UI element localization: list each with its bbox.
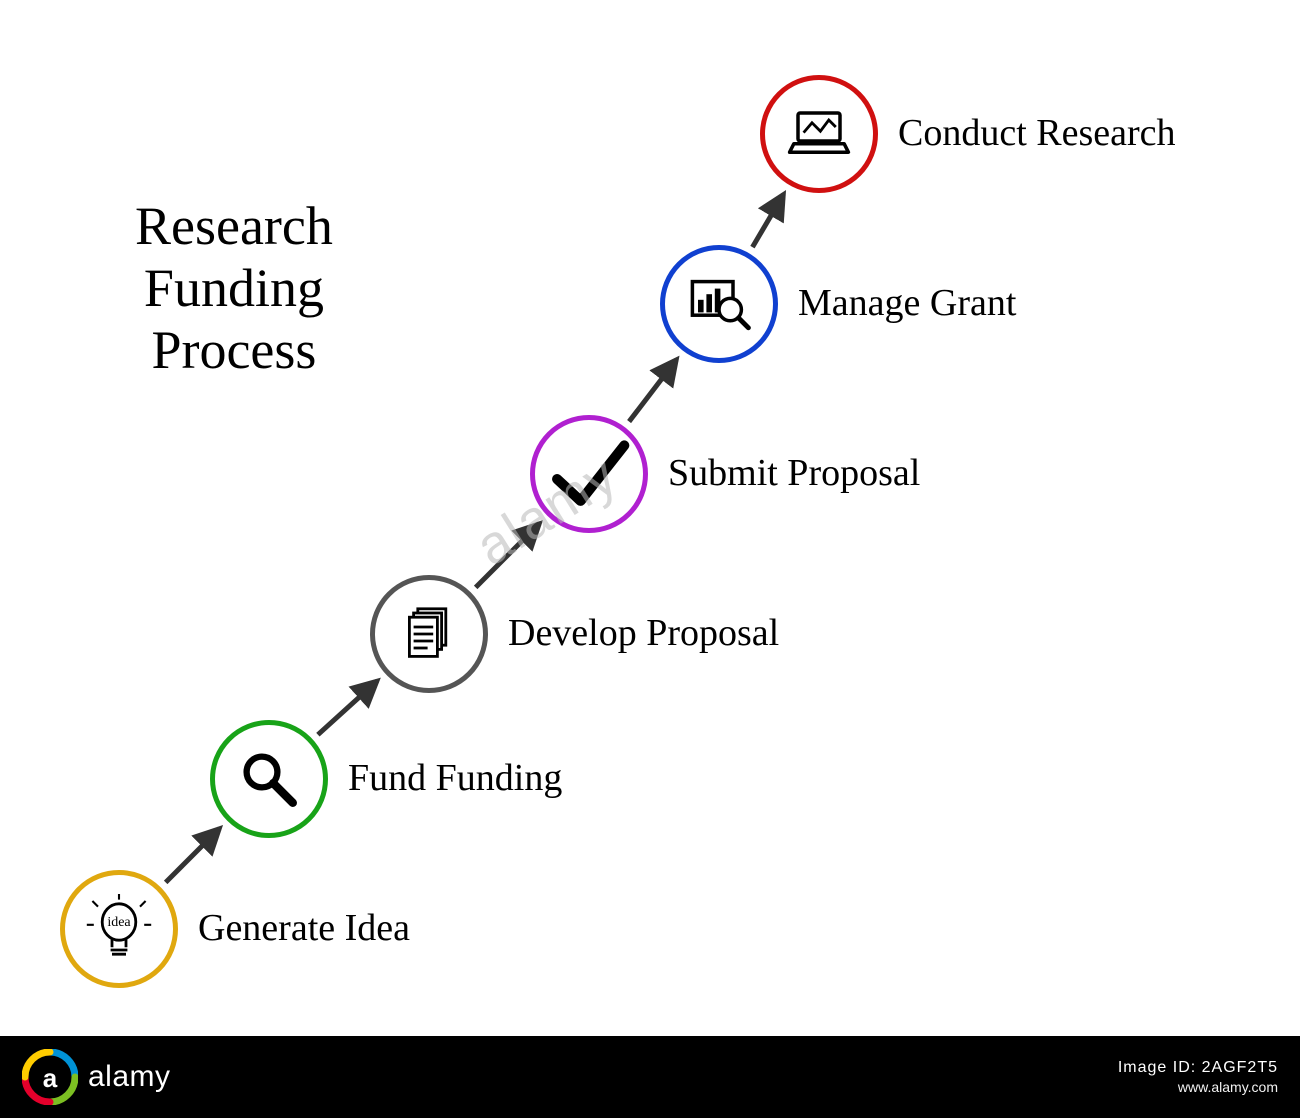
laptop-icon <box>784 99 854 169</box>
chart-mag-icon <box>684 269 754 339</box>
magnifier-icon <box>234 744 304 814</box>
node-develop-proposal <box>370 575 488 693</box>
alamy-a-icon: a <box>22 1049 78 1105</box>
node-generate-idea: idea <box>60 870 178 988</box>
node-fund-funding <box>210 720 328 838</box>
label-generate-idea: Generate Idea <box>198 906 410 950</box>
label-fund-funding: Fund Funding <box>348 756 562 800</box>
node-manage-grant <box>660 245 778 363</box>
footer-logo: a alamy <box>22 1049 171 1105</box>
footer-url: www.alamy.com <box>1118 1078 1278 1097</box>
arrow-generate-idea-to-fund-funding <box>166 828 220 882</box>
diagram-title: Research Funding Process <box>135 195 333 381</box>
node-conduct-research <box>760 75 878 193</box>
label-develop-proposal: Develop Proposal <box>508 611 779 655</box>
stock-footer: a alamy Image ID: 2AGF2T5 www.alamy.com <box>0 1036 1300 1118</box>
footer-image-id: Image ID: 2AGF2T5 <box>1118 1057 1278 1079</box>
label-submit-proposal: Submit Proposal <box>668 451 920 495</box>
footer-brand: alamy <box>88 1060 171 1094</box>
lightbulb-icon: idea <box>84 894 154 964</box>
svg-text:a: a <box>43 1063 58 1093</box>
arrows-layer <box>0 0 1300 1118</box>
arrow-manage-grant-to-conduct-research <box>752 194 783 247</box>
svg-text:idea: idea <box>107 915 131 930</box>
footer-right: Image ID: 2AGF2T5 www.alamy.com <box>1118 1057 1278 1097</box>
documents-icon <box>394 599 464 669</box>
label-conduct-research: Conduct Research <box>898 111 1176 155</box>
diagram-stage: Research Funding Process idea Generate I… <box>0 0 1300 1118</box>
arrow-fund-funding-to-develop-proposal <box>318 681 377 735</box>
arrow-submit-proposal-to-manage-grant <box>629 360 676 422</box>
label-manage-grant: Manage Grant <box>798 281 1016 325</box>
